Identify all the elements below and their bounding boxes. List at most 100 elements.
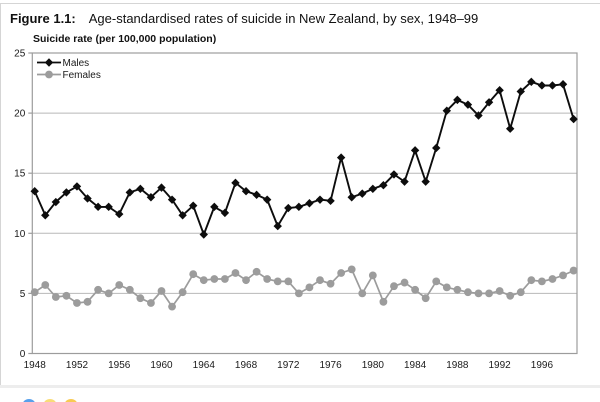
females-marker-1988 [453, 285, 462, 294]
y-tick-label-25: 25 [14, 49, 26, 60]
females-marker-1986 [432, 277, 441, 286]
females-marker-1955 [104, 289, 113, 298]
females-marker-1969 [252, 267, 261, 276]
footer-dot-blue [22, 399, 36, 402]
males-marker-1986 [432, 143, 441, 153]
x-tick-label-1980: 1980 [362, 360, 385, 371]
x-tick-label-1972: 1972 [277, 360, 300, 371]
females-marker-1949 [41, 281, 50, 289]
y-axis-title: Suicide rate (per 100,000 population) [33, 33, 217, 45]
males-marker-1987 [442, 106, 451, 115]
x-tick-label-1984: 1984 [404, 360, 427, 371]
males-marker-1989 [463, 100, 473, 109]
males-marker-1948 [30, 187, 39, 196]
females-marker-1992 [495, 287, 504, 295]
females-marker-1948 [30, 288, 39, 297]
males-marker-1962 [178, 211, 187, 220]
males-marker-1980 [368, 184, 378, 194]
footer-divider [0, 385, 600, 388]
males-marker-1952 [72, 182, 82, 191]
males-marker-1973 [294, 202, 304, 212]
females-marker-1991 [485, 289, 493, 298]
females-marker-1979 [358, 289, 367, 298]
males-marker-1974 [305, 199, 314, 208]
males-marker-1996 [537, 81, 547, 90]
females-marker-1981 [379, 297, 388, 306]
males-marker-1959 [146, 193, 156, 202]
males-marker-1982 [389, 170, 399, 179]
males-marker-1983 [400, 177, 409, 186]
females-marker-1965 [210, 275, 219, 283]
males-marker-1963 [189, 201, 198, 210]
legend-marker-females [45, 70, 53, 79]
males-marker-1965 [210, 202, 219, 212]
females-marker-1960 [157, 287, 166, 295]
females-marker-1967 [231, 269, 240, 277]
males-marker-1958 [136, 184, 145, 194]
males-marker-1972 [284, 203, 293, 213]
females-marker-1970 [263, 275, 272, 283]
females-marker-1980 [368, 271, 377, 280]
females-marker-1954 [94, 285, 102, 294]
x-tick-label-1976: 1976 [319, 360, 342, 371]
males-marker-1956 [115, 209, 124, 219]
females-marker-1957 [125, 285, 134, 294]
females-marker-1999 [569, 266, 578, 275]
females-marker-1972 [284, 277, 293, 286]
x-tick-label-1996: 1996 [531, 360, 554, 371]
females-marker-1971 [273, 277, 282, 286]
y-tick-label-0: 0 [20, 349, 26, 360]
males-marker-1995 [527, 77, 536, 87]
females-marker-1977 [337, 269, 346, 277]
females-marker-1982 [390, 282, 398, 291]
females-marker-1974 [305, 283, 314, 292]
footer-dot-yellow [64, 399, 78, 402]
y-tick-label-5: 5 [20, 289, 26, 300]
males-marker-1997 [548, 81, 557, 90]
males-marker-1979 [358, 189, 367, 198]
males-marker-1976 [326, 196, 335, 206]
males-series-line [33, 80, 575, 236]
males-marker-1955 [104, 202, 113, 212]
females-marker-1952 [73, 299, 81, 307]
females-marker-1978 [347, 265, 356, 274]
males-marker-1951 [62, 188, 71, 197]
females-marker-1984 [411, 285, 419, 294]
males-marker-1977 [336, 153, 346, 162]
legend-label-females: Females [63, 70, 101, 81]
males-marker-1950 [51, 197, 61, 207]
footer-dot-light-yellow [43, 399, 57, 402]
y-tick-label-20: 20 [14, 109, 26, 120]
females-marker-1987 [442, 283, 451, 292]
males-marker-1998 [558, 80, 568, 89]
figure-title-text: Age-standardised rates of suicide in New… [88, 11, 479, 26]
x-tick-label-1988: 1988 [446, 360, 469, 371]
males-marker-1991 [484, 98, 494, 107]
males-marker-1970 [262, 195, 272, 204]
males-marker-1961 [167, 195, 177, 204]
females-marker-1989 [464, 288, 472, 297]
males-marker-1957 [125, 188, 134, 197]
x-tick-label-1956: 1956 [108, 360, 131, 371]
females-marker-1973 [294, 289, 303, 298]
males-marker-1949 [41, 211, 50, 220]
x-tick-label-1952: 1952 [66, 360, 89, 371]
females-marker-1983 [400, 278, 409, 287]
females-marker-1950 [51, 293, 60, 301]
females-marker-1993 [506, 291, 515, 300]
males-marker-1975 [315, 195, 325, 204]
females-marker-1961 [168, 302, 176, 311]
y-tick-label-15: 15 [14, 169, 26, 180]
females-marker-1959 [147, 299, 155, 307]
x-tick-label-1964: 1964 [193, 360, 216, 371]
males-marker-1969 [252, 190, 261, 200]
males-marker-1981 [379, 181, 388, 190]
males-marker-1984 [410, 146, 420, 155]
panel-top-border [0, 3, 600, 4]
legend-marker-males [44, 58, 54, 67]
females-marker-1997 [548, 275, 557, 283]
males-marker-1990 [474, 111, 483, 120]
males-marker-1999 [569, 114, 578, 124]
females-marker-1994 [516, 288, 525, 297]
